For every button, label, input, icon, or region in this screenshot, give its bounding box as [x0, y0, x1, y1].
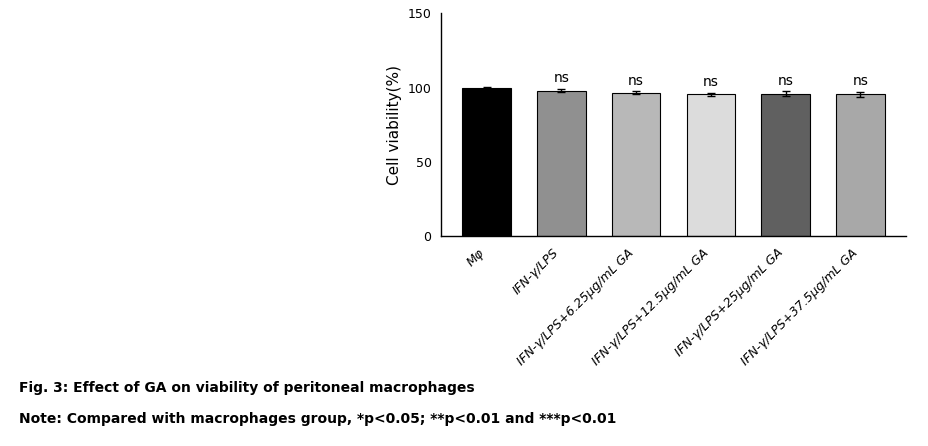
Text: ns: ns [627, 74, 643, 88]
Text: Note: Compared with macrophages group, *p<0.05; **p<0.01 and ***p<0.01: Note: Compared with macrophages group, *… [19, 412, 615, 426]
Y-axis label: Cell viability(%): Cell viability(%) [387, 65, 402, 185]
Bar [761, 94, 809, 236]
Bar [536, 91, 585, 236]
Bar [835, 95, 883, 236]
Text: ns: ns [777, 74, 793, 88]
Text: ns: ns [852, 74, 868, 88]
Text: Fig. 3: Effect of GA on viability of peritoneal macrophages: Fig. 3: Effect of GA on viability of per… [19, 381, 473, 395]
Bar [686, 95, 734, 236]
Text: ns: ns [553, 71, 569, 85]
Bar [612, 93, 660, 236]
Bar [462, 88, 510, 236]
Text: ns: ns [702, 75, 718, 89]
